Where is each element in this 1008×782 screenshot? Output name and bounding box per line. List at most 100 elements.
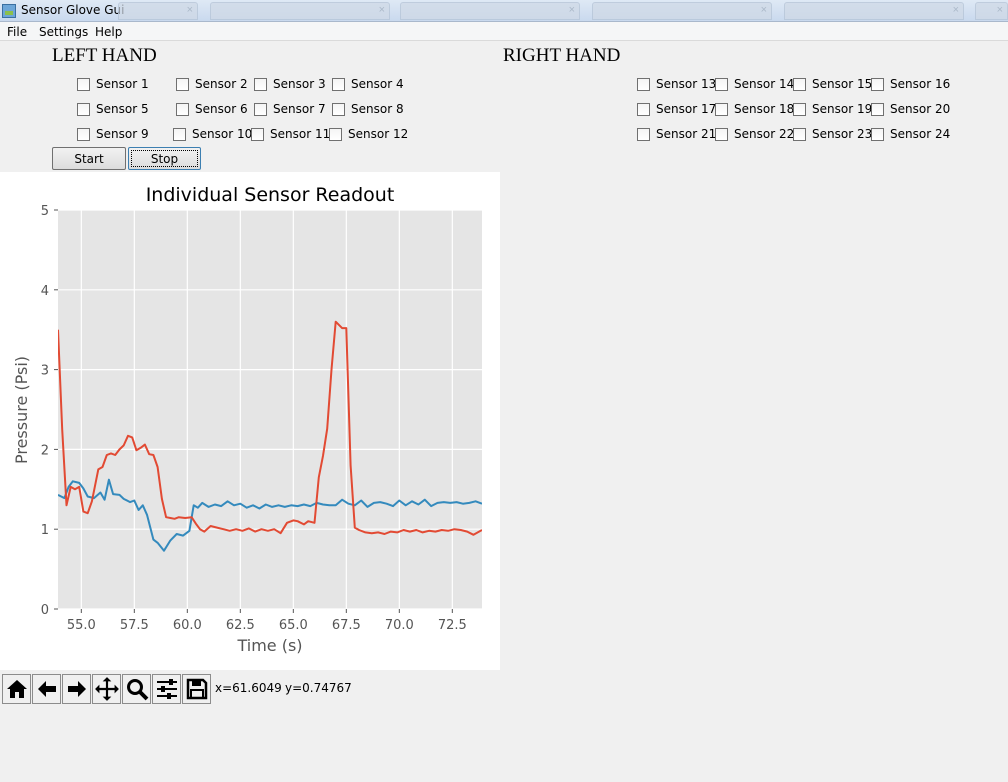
checkbox-box[interactable] <box>637 127 650 141</box>
checkbox-box[interactable] <box>715 102 728 116</box>
checkbox-box[interactable] <box>254 102 267 116</box>
sensor-label: Sensor 23 <box>812 127 873 141</box>
x-tick-label: 70.0 <box>385 618 414 633</box>
y-tick-label: 5 <box>41 204 49 219</box>
right-sensor-21-checkbox[interactable]: Sensor 21 <box>637 126 716 142</box>
save-button[interactable] <box>182 674 211 704</box>
right-sensor-22-checkbox[interactable]: Sensor 22 <box>715 126 794 142</box>
left-sensor-2-checkbox[interactable]: Sensor 2 <box>176 76 248 92</box>
sensor-label: Sensor 24 <box>890 127 951 141</box>
sensor-label: Sensor 6 <box>195 102 248 116</box>
series-line-1 <box>58 478 482 552</box>
checkbox-box[interactable] <box>637 77 650 91</box>
menu-help[interactable]: Help <box>95 25 123 39</box>
sensor-label: Sensor 7 <box>273 102 326 116</box>
sensor-label: Sensor 13 <box>656 77 717 91</box>
axis-ticks: 55.0 57.5 60.0 62.5 65.0 67.5 70.0 72.5 0 1 2 3 4 5 <box>41 204 467 633</box>
x-tick-label: 60.0 <box>173 618 202 633</box>
y-tick-label: 0 <box>41 603 49 618</box>
background-tab-6 <box>975 2 1008 20</box>
x-axis-label: Time (s) <box>236 636 302 655</box>
sensor-label: Sensor 4 <box>351 77 404 91</box>
checkbox-box[interactable] <box>332 102 345 116</box>
checkbox-box[interactable] <box>77 102 90 116</box>
left-sensor-11-checkbox[interactable]: Sensor 11 <box>251 126 330 142</box>
checkbox-box[interactable] <box>793 127 806 141</box>
configure-subplots-icon <box>156 679 177 699</box>
zoom-magnifier-icon <box>126 679 148 701</box>
left-sensor-3-checkbox[interactable]: Sensor 3 <box>254 76 326 92</box>
right-sensor-16-checkbox[interactable]: Sensor 16 <box>871 76 950 92</box>
left-sensor-6-checkbox[interactable]: Sensor 6 <box>176 101 248 117</box>
checkbox-box[interactable] <box>251 127 264 141</box>
checkbox-box[interactable] <box>793 77 806 91</box>
start-button[interactable]: Start <box>52 147 126 170</box>
right-sensor-18-checkbox[interactable]: Sensor 18 <box>715 101 794 117</box>
right-sensor-14-checkbox[interactable]: Sensor 14 <box>715 76 794 92</box>
left-sensor-10-checkbox[interactable]: Sensor 10 <box>173 126 252 142</box>
right-sensor-13-checkbox[interactable]: Sensor 13 <box>637 76 716 92</box>
right-sensor-20-checkbox[interactable]: Sensor 20 <box>871 101 950 117</box>
right-sensor-15-checkbox[interactable]: Sensor 15 <box>793 76 872 92</box>
sensor-label: Sensor 5 <box>96 102 149 116</box>
cursor-y-readout: y=0.74767 <box>285 681 352 695</box>
menu-bar: File Settings Help <box>0 22 1008 41</box>
checkbox-box[interactable] <box>77 127 90 141</box>
checkbox-box[interactable] <box>254 77 267 91</box>
right-sensor-19-checkbox[interactable]: Sensor 19 <box>793 101 872 117</box>
menu-file[interactable]: File <box>7 25 28 39</box>
checkbox-box[interactable] <box>871 102 884 116</box>
sensor-label: Sensor 22 <box>734 127 795 141</box>
checkbox-box[interactable] <box>329 127 342 141</box>
pan-button[interactable] <box>92 674 121 704</box>
forward-arrow-icon <box>67 681 86 697</box>
left-sensor-5-checkbox[interactable]: Sensor 5 <box>77 101 149 117</box>
sensor-label: Sensor 11 <box>270 127 331 141</box>
cursor-x-readout: x=61.6049 <box>215 681 282 695</box>
right-sensor-17-checkbox[interactable]: Sensor 17 <box>637 101 716 117</box>
right-sensor-24-checkbox[interactable]: Sensor 24 <box>871 126 950 142</box>
checkbox-box[interactable] <box>715 77 728 91</box>
checkbox-box[interactable] <box>332 77 345 91</box>
checkbox-box[interactable] <box>793 102 806 116</box>
sensor-label: Sensor 2 <box>195 77 248 91</box>
home-icon <box>6 680 27 698</box>
plot-canvas[interactable]: Individual Sensor Readout 55.0 57.5 60.0 62… <box>0 172 500 670</box>
checkbox-box[interactable] <box>176 102 189 116</box>
home-button[interactable] <box>2 674 31 704</box>
right-sensor-23-checkbox[interactable]: Sensor 23 <box>793 126 872 142</box>
left-sensor-7-checkbox[interactable]: Sensor 7 <box>254 101 326 117</box>
checkbox-box[interactable] <box>173 127 186 141</box>
back-button[interactable] <box>32 674 61 704</box>
left-sensor-1-checkbox[interactable]: Sensor 1 <box>77 76 149 92</box>
checkbox-box[interactable] <box>637 102 650 116</box>
checkbox-box[interactable] <box>176 77 189 91</box>
sensor-label: Sensor 12 <box>348 127 409 141</box>
sensor-label: Sensor 21 <box>656 127 717 141</box>
y-tick-label: 1 <box>41 523 49 538</box>
sensor-label: Sensor 16 <box>890 77 951 91</box>
stop-button[interactable]: Stop <box>128 147 201 170</box>
checkbox-box[interactable] <box>871 77 884 91</box>
left-sensor-9-checkbox[interactable]: Sensor 9 <box>77 126 149 142</box>
zoom-button[interactable] <box>122 674 151 704</box>
sensor-readout-chart[interactable]: Individual Sensor Readout 55.0 57.5 60.0 62… <box>0 172 500 670</box>
left-sensor-8-checkbox[interactable]: Sensor 8 <box>332 101 404 117</box>
left-sensor-12-checkbox[interactable]: Sensor 12 <box>329 126 408 142</box>
pan-move-icon <box>94 677 119 701</box>
plot-area[interactable] <box>58 210 482 609</box>
grid-lines <box>58 209 482 610</box>
forward-button[interactable] <box>62 674 91 704</box>
checkbox-box[interactable] <box>871 127 884 141</box>
background-tab-5 <box>784 2 964 20</box>
sensor-label: Sensor 15 <box>812 77 873 91</box>
checkbox-box[interactable] <box>715 127 728 141</box>
configure-subplots-button[interactable] <box>152 674 181 704</box>
checkbox-box[interactable] <box>77 77 90 91</box>
left-hand-heading: LEFT HAND <box>52 45 157 66</box>
y-tick-label: 3 <box>41 364 49 379</box>
menu-settings[interactable]: Settings <box>39 25 89 39</box>
y-tick-label: 4 <box>41 284 49 299</box>
x-tick-label: 67.5 <box>332 618 361 633</box>
left-sensor-4-checkbox[interactable]: Sensor 4 <box>332 76 404 92</box>
